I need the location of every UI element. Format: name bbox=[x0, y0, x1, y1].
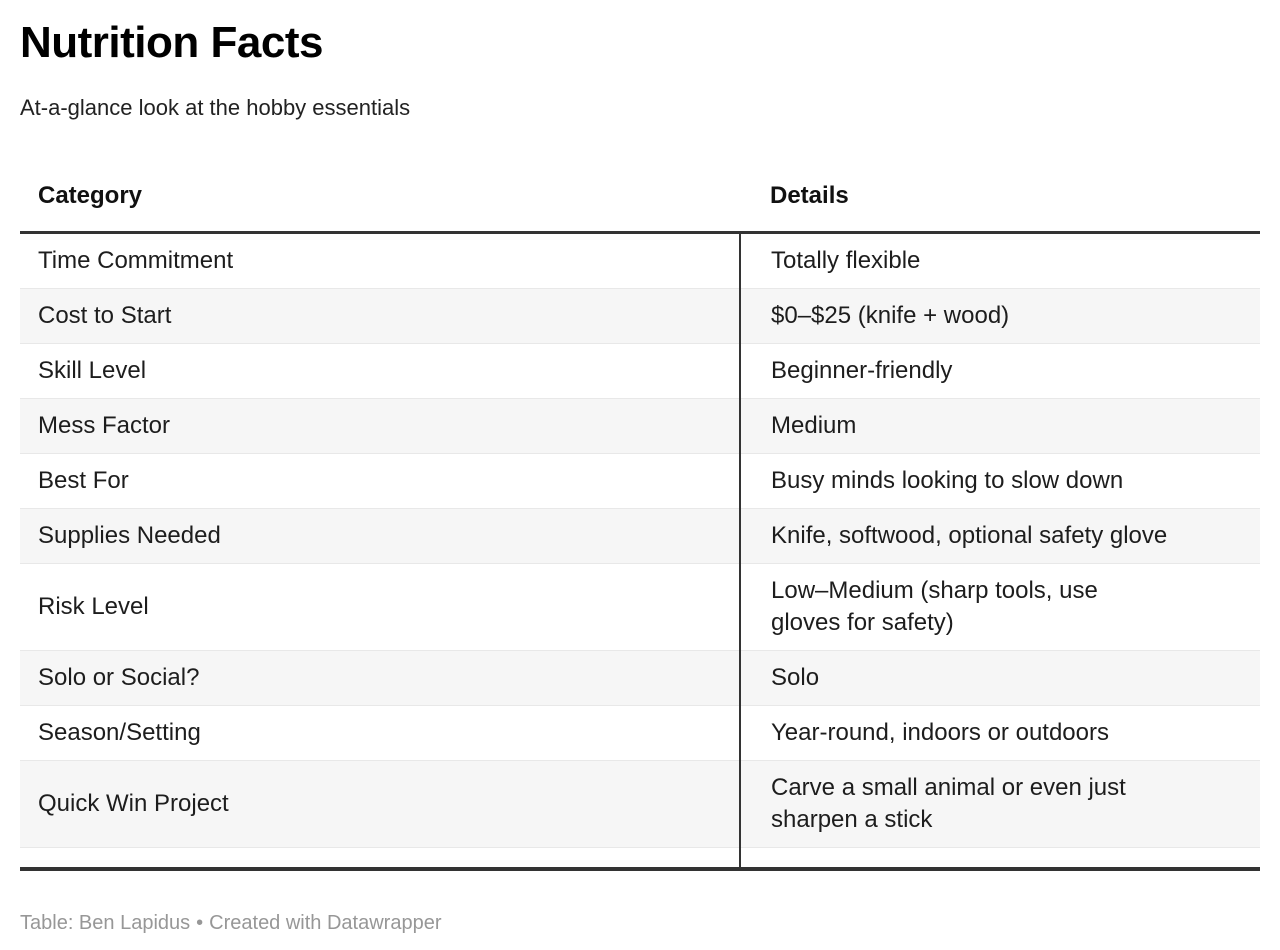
details-cell: Beginner-friendly bbox=[739, 342, 1260, 399]
chart-footer: Table: Ben Lapidus • Created with Datawrap… bbox=[20, 911, 1260, 936]
column-header-details: Details bbox=[740, 180, 1260, 234]
table-row: Skill Level Beginner-friendly bbox=[20, 342, 1260, 399]
category-cell: Risk Level bbox=[20, 562, 740, 651]
spacer-cell bbox=[739, 846, 1260, 872]
details-cell: Medium bbox=[739, 397, 1260, 454]
details-cell: Low–Medium (sharp tools, use gloves for … bbox=[739, 562, 1260, 651]
details-cell: Busy minds looking to slow down bbox=[739, 452, 1260, 509]
table-row: Season/Setting Year-round, indoors or ou… bbox=[20, 704, 1260, 761]
footer-separator: • bbox=[196, 912, 204, 935]
data-table: Category Details Time Commitment Totally… bbox=[20, 180, 1260, 872]
table-row: Supplies Needed Knife, softwood, optiona… bbox=[20, 507, 1260, 564]
chart-subtitle: At-a-glance look at the hobby essentials bbox=[20, 94, 411, 120]
table-spacer-row bbox=[20, 846, 1260, 872]
details-cell: Carve a small animal or even just sharpe… bbox=[739, 759, 1260, 848]
category-cell: Season/Setting bbox=[20, 704, 740, 761]
table-row: Quick Win Project Carve a small animal o… bbox=[20, 759, 1260, 848]
details-cell: Totally flexible bbox=[739, 232, 1260, 289]
category-cell: Supplies Needed bbox=[20, 507, 740, 564]
category-cell: Solo or Social? bbox=[20, 649, 740, 706]
chart-title: Nutrition Facts bbox=[20, 18, 323, 67]
category-cell: Mess Factor bbox=[20, 397, 740, 454]
category-cell: Time Commitment bbox=[38, 246, 234, 274]
details-cell: Knife, softwood, optional safety glove bbox=[739, 507, 1260, 564]
category-cell: Quick Win Project bbox=[20, 759, 740, 848]
table-row: Best For Busy minds looking to slow down bbox=[20, 452, 1260, 509]
category-cell: Cost to Start bbox=[20, 287, 740, 344]
details-cell: $0–$25 (knife + wood) bbox=[739, 287, 1260, 344]
details-cell: Solo bbox=[739, 649, 1260, 706]
table-row: Solo or Social? Solo bbox=[20, 649, 1260, 706]
category-cell: Skill Level bbox=[20, 342, 740, 399]
datawrapper-attribution-link[interactable]: Created with Datawrapper bbox=[209, 912, 442, 935]
table-header-row: Category Details bbox=[20, 180, 1260, 234]
spacer-cell bbox=[20, 846, 740, 872]
table-row: Cost to Start $0–$25 (knife + wood) bbox=[20, 287, 1260, 344]
details-cell: Year-round, indoors or outdoors bbox=[739, 704, 1260, 761]
table-row: Risk Level Low–Medium (sharp tools, use … bbox=[20, 562, 1260, 651]
table-row: Time Commitment Totally flexible bbox=[20, 232, 1260, 289]
table-row: Mess Factor Medium bbox=[20, 397, 1260, 454]
column-header-category: Category bbox=[20, 180, 740, 234]
category-cell: Best For bbox=[20, 452, 740, 509]
footer-credit: Table: Ben Lapidus bbox=[20, 912, 191, 935]
